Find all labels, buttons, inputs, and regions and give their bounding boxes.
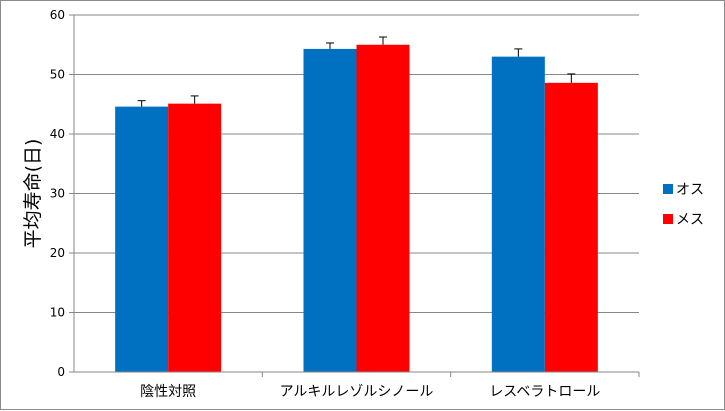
category-label: アルキルレゾルシノール (280, 384, 434, 400)
legend-swatch (663, 184, 673, 194)
bar (356, 44, 410, 372)
bars (115, 36, 598, 373)
category-label: 陰性対照 (140, 384, 196, 400)
axes (69, 14, 640, 377)
bar (544, 82, 598, 372)
y-tick-label: 50 (50, 68, 65, 82)
labels: 0 10 20 30 40 50 60 陰性対照 アルキルレゾルシノール レスベラトロール 平均寿命… (22, 8, 600, 400)
bar (491, 56, 545, 373)
bar (303, 48, 357, 372)
y-tick-label: 20 (50, 246, 65, 260)
y-tick-label: 60 (50, 8, 65, 22)
legend-label: メス (676, 212, 704, 228)
y-tick-label: 10 (50, 306, 65, 320)
y-axis-label: 平均寿命(日) (22, 139, 44, 249)
bar (115, 106, 169, 372)
category-label: レスベラトロール (489, 384, 600, 400)
y-tick-label: 0 (57, 365, 65, 379)
legend-swatch (663, 214, 673, 224)
y-tick-label: 40 (50, 127, 65, 141)
y-tick-label: 30 (50, 187, 65, 201)
legend-label: オス (676, 182, 704, 198)
bar (168, 103, 222, 372)
